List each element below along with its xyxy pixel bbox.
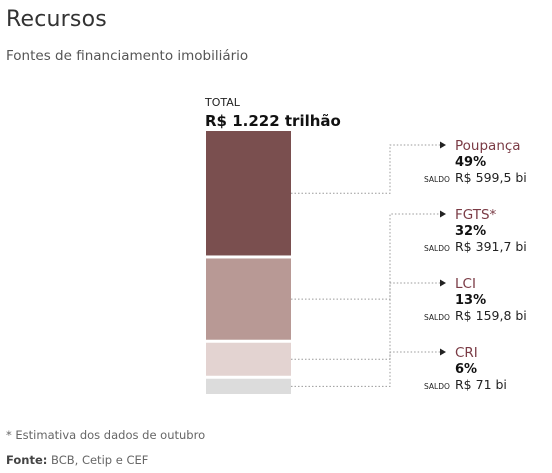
bar-segments — [206, 131, 291, 394]
bar-fgts — [206, 258, 291, 340]
label-name-lci: LCI — [455, 276, 476, 292]
label-percent-poupan-a: 49% — [455, 155, 486, 170]
label-name-cri: CRI — [455, 345, 478, 361]
label-balance-caption-lci: SALDO — [424, 313, 450, 322]
label-balance-caption-fgts: SALDO — [424, 244, 450, 253]
label-value-cri: R$ 71 bi — [455, 377, 507, 392]
connector-cri — [291, 351, 440, 387]
bar-lci — [206, 342, 291, 376]
label-name-fgts: FGTS* — [455, 207, 497, 223]
connector-fgts — [291, 213, 440, 300]
label-value-poupan-a: R$ 599,5 bi — [455, 170, 527, 185]
label-balance-caption-cri: SALDO — [424, 382, 450, 391]
arrow-poupan-a — [440, 141, 446, 149]
label-value-fgts: R$ 391,7 bi — [455, 239, 527, 254]
bar-cri — [206, 378, 291, 394]
arrow-fgts — [440, 210, 446, 218]
label-balance-caption-poupan-a: SALDO — [424, 175, 450, 184]
label-percent-lci: 13% — [455, 293, 486, 308]
connector-lines — [291, 141, 446, 387]
label-percent-fgts: 32% — [455, 224, 486, 239]
arrow-lci — [440, 279, 446, 287]
connector-poupan-a — [291, 144, 440, 194]
arrow-cri — [440, 348, 446, 356]
source-line: Fonte: BCB, Cetip e CEF — [6, 453, 148, 467]
total-label: R$ 1.222 trilhão — [205, 112, 341, 130]
source-label: Fonte: — [6, 453, 48, 467]
chart-subtitle: Fontes de financiamento imobiliário — [6, 48, 249, 64]
chart-title: Recursos — [6, 7, 107, 32]
label-value-lci: R$ 159,8 bi — [455, 308, 527, 323]
total-caption: TOTAL — [204, 96, 241, 109]
connector-lci — [291, 282, 440, 360]
footnote: * Estimativa dos dados de outubro — [6, 428, 206, 442]
bar-poupan-a — [206, 131, 291, 256]
source-text: BCB, Cetip e CEF — [51, 453, 149, 467]
label-name-poupan-a: Poupança — [455, 138, 521, 154]
label-percent-cri: 6% — [455, 362, 477, 377]
